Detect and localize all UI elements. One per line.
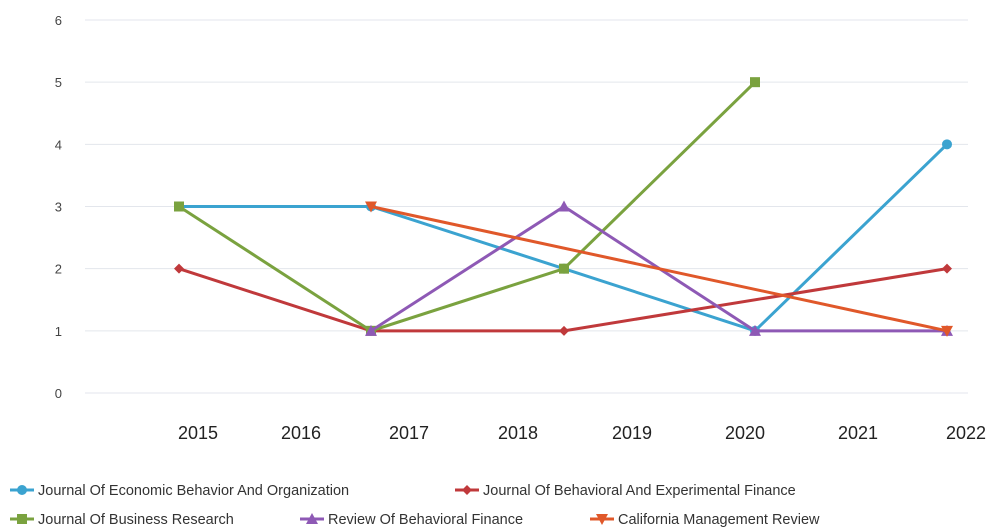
data-point (941, 325, 953, 337)
legend-item-4: Review Of Behavioral Finance (300, 512, 523, 528)
series-line (369, 205, 949, 333)
x-tick-label: 2015 (178, 423, 218, 443)
series-line (177, 267, 949, 333)
x-tick-label: 2018 (498, 423, 538, 443)
legend-label: Journal Of Business Research (38, 512, 234, 528)
series-line (177, 142, 949, 333)
data-point (750, 77, 760, 88)
data-point (749, 324, 761, 336)
y-tick-label: 0 (55, 386, 62, 401)
data-point (17, 485, 27, 495)
x-tick-label: 2022 (946, 423, 986, 443)
data-point (306, 513, 318, 524)
y-tick-label: 1 (55, 324, 62, 339)
legend: Journal Of Economic Behavior And Organiz… (10, 483, 820, 528)
series-5 (365, 201, 953, 337)
y-tick-label: 5 (55, 75, 62, 90)
y-tick-label: 6 (55, 13, 62, 28)
data-point (17, 514, 27, 524)
legend-item-2: Journal Of Behavioral And Experimental F… (455, 483, 796, 499)
legend-item-5: California Management Review (590, 512, 820, 528)
data-point (559, 263, 569, 274)
legend-label: Review Of Behavioral Finance (328, 512, 523, 528)
y-axis-ticks: 0 1 2 3 4 5 6 (55, 13, 62, 401)
y-tick-label: 2 (55, 262, 62, 277)
data-point (174, 263, 184, 274)
data-point (596, 514, 608, 525)
legend-label: Journal Of Economic Behavior And Organiz… (38, 483, 349, 499)
legend-item-3: Journal Of Business Research (10, 512, 234, 528)
legend-label: Journal Of Behavioral And Experimental F… (483, 483, 796, 499)
data-point (462, 485, 472, 495)
x-tick-label: 2019 (612, 423, 652, 443)
legend-label: California Management Review (618, 512, 820, 528)
y-tick-label: 3 (55, 200, 62, 215)
data-point (942, 139, 952, 150)
x-tick-label: 2016 (281, 423, 321, 443)
x-axis-ticks: 2015 2016 2017 2018 2019 2020 2021 2022 (178, 423, 986, 443)
series-lines (174, 77, 953, 337)
data-point (942, 263, 952, 274)
series-2 (174, 263, 952, 336)
data-point (365, 324, 377, 336)
data-point (174, 201, 184, 212)
data-point (559, 325, 569, 336)
x-tick-label: 2017 (389, 423, 429, 443)
x-tick-label: 2021 (838, 423, 878, 443)
data-point (365, 201, 377, 213)
y-tick-label: 4 (55, 137, 62, 152)
data-point (558, 200, 570, 212)
series-line (177, 80, 757, 333)
legend-item-1: Journal Of Economic Behavior And Organiz… (10, 483, 349, 499)
x-tick-label: 2020 (725, 423, 765, 443)
